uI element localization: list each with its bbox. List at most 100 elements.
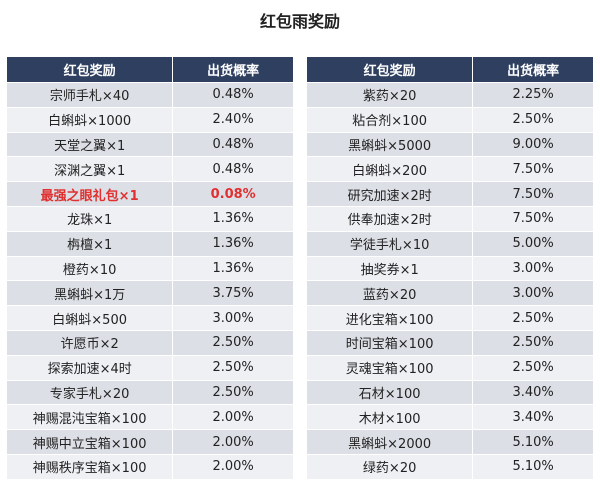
rate-cell: 2.50%: [172, 354, 294, 381]
table-row: 石材×100 3.40%: [305, 379, 594, 406]
header-rate: 出货概率: [472, 56, 594, 83]
reward-name-cell: 神赐中立宝箱×100: [5, 429, 174, 455]
table-row: 专家手札×20 2.50%: [5, 379, 294, 406]
reward-name-cell: 神赐混沌宝箱×100: [5, 404, 174, 431]
reward-name-cell: 宗师手札×40: [5, 82, 174, 108]
table-row: 蓝药×20 3.00%: [305, 280, 594, 307]
table-row: 学徒手札×10 5.00%: [305, 230, 594, 257]
reward-name-cell: 探索加速×4时: [5, 354, 174, 381]
table-row: 抽奖券×1 3.00%: [305, 255, 594, 282]
table-row: 黑蝌蚪×5000 9.00%: [305, 131, 594, 158]
table-row: 紫药×20 2.25%: [305, 82, 594, 108]
table-row: 深渊之翼×1 0.48%: [5, 156, 294, 183]
reward-name-cell: 时间宝箱×100: [305, 329, 474, 356]
rate-cell: 9.00%: [472, 131, 594, 158]
table-row: 最强之眼礼包×1 0.08%: [5, 181, 294, 207]
rate-cell: 3.00%: [472, 280, 594, 307]
reward-name-cell: 粘合剂×100: [305, 106, 474, 133]
table-row: 白蝌蚪×500 3.00%: [5, 305, 294, 331]
reward-name-cell: 蓝药×20: [305, 280, 474, 307]
table-row: 橙药×10 1.36%: [5, 255, 294, 282]
table-row: 栴檀×1 1.36%: [5, 230, 294, 257]
table-row: 黑蝌蚪×1万 3.75%: [5, 280, 294, 307]
table-row: 进化宝箱×100 2.50%: [305, 305, 594, 331]
rate-cell: 3.00%: [172, 305, 294, 331]
rate-cell: 2.00%: [172, 453, 294, 480]
rate-cell: 7.50%: [472, 181, 594, 207]
reward-table-left: 红包奖励 出货概率 宗师手札×40 0.48% 白蝌蚪×1000 2.40% 天堂之翼×…: [5, 56, 294, 480]
rate-cell: 3.75%: [172, 280, 294, 307]
rate-cell: 1.36%: [172, 255, 294, 282]
header-rate: 出货概率: [172, 56, 294, 83]
rate-cell: 2.50%: [172, 329, 294, 356]
reward-name-cell: 白蝌蚪×500: [5, 305, 174, 331]
rate-cell: 5.10%: [472, 453, 594, 480]
rate-cell: 5.10%: [472, 429, 594, 455]
rate-cell: 0.48%: [172, 82, 294, 108]
reward-name-cell: 石材×100: [305, 379, 474, 406]
table-row: 白蝌蚪×1000 2.40%: [5, 106, 294, 133]
table-row: 探索加速×4时 2.50%: [5, 354, 294, 381]
reward-name-cell: 专家手札×20: [5, 379, 174, 406]
table-row: 木材×100 3.40%: [305, 404, 594, 431]
table-row: 研究加速×2时 7.50%: [305, 181, 594, 207]
header-reward: 红包奖励: [5, 56, 174, 83]
rate-cell: 2.50%: [172, 379, 294, 406]
reward-name-cell: 神赐秩序宝箱×100: [5, 453, 174, 480]
rate-cell: 5.00%: [472, 230, 594, 257]
reward-table-right: 红包奖励 出货概率 紫药×20 2.25% 粘合剂×100 2.50% 黑蝌蚪×5000…: [305, 56, 594, 480]
rate-cell: 2.50%: [472, 106, 594, 133]
reward-name-cell: 深渊之翼×1: [5, 156, 174, 183]
rate-cell: 1.36%: [172, 205, 294, 232]
reward-name-cell: 学徒手札×10: [305, 230, 474, 257]
reward-name-cell: 栴檀×1: [5, 230, 174, 257]
rate-cell: 3.40%: [472, 404, 594, 431]
table-row: 宗师手札×40 0.48%: [5, 82, 294, 108]
reward-name-cell: 龙珠×1: [5, 205, 174, 232]
rate-cell: 2.00%: [172, 404, 294, 431]
table-row: 时间宝箱×100 2.50%: [305, 329, 594, 356]
table-row: 灵魂宝箱×100 2.50%: [305, 354, 594, 381]
table-row: 供奉加速×2时 7.50%: [305, 205, 594, 232]
rate-cell: 2.00%: [172, 429, 294, 455]
rate-cell: 0.48%: [172, 131, 294, 158]
reward-name-cell: 橙药×10: [5, 255, 174, 282]
reward-name-cell: 紫药×20: [305, 82, 474, 108]
table-row: 神赐混沌宝箱×100 2.00%: [5, 404, 294, 431]
reward-name-cell: 绿药×20: [305, 453, 474, 480]
reward-name-cell: 灵魂宝箱×100: [305, 354, 474, 381]
rate-cell: 2.50%: [472, 354, 594, 381]
reward-name-cell: 白蝌蚪×1000: [5, 106, 174, 133]
table-row: 天堂之翼×1 0.48%: [5, 131, 294, 158]
reward-name-cell: 黑蝌蚪×1万: [5, 280, 174, 307]
rate-cell: 0.08%: [172, 181, 294, 207]
reward-name-cell: 许愿币×2: [5, 329, 174, 356]
reward-name-cell: 进化宝箱×100: [305, 305, 474, 331]
table-row: 白蝌蚪×200 7.50%: [305, 156, 594, 183]
rate-cell: 2.40%: [172, 106, 294, 133]
reward-name-cell: 抽奖券×1: [305, 255, 474, 282]
rate-cell: 7.50%: [472, 156, 594, 183]
reward-name-cell: 黑蝌蚪×5000: [305, 131, 474, 158]
table-row: 神赐中立宝箱×100 2.00%: [5, 429, 294, 455]
rate-cell: 7.50%: [472, 205, 594, 232]
page-title: 红包雨奖励: [259, 12, 340, 31]
table-row: 许愿币×2 2.50%: [5, 329, 294, 356]
rate-cell: 0.48%: [172, 156, 294, 183]
table-row: 神赐秩序宝箱×100 2.00%: [5, 453, 294, 480]
rate-cell: 3.40%: [472, 379, 594, 406]
reward-name-cell: 供奉加速×2时: [305, 205, 474, 232]
rate-cell: 3.00%: [472, 255, 594, 282]
reward-name-cell: 黑蝌蚪×2000: [305, 429, 474, 455]
table-row: 龙珠×1 1.36%: [5, 205, 294, 232]
table-row: 黑蝌蚪×2000 5.10%: [305, 429, 594, 455]
reward-name-cell: 天堂之翼×1: [5, 131, 174, 158]
table-row: 粘合剂×100 2.50%: [305, 106, 594, 133]
reward-name-cell: 木材×100: [305, 404, 474, 431]
header-reward: 红包奖励: [305, 56, 474, 83]
rate-cell: 1.36%: [172, 230, 294, 257]
reward-name-cell: 白蝌蚪×200: [305, 156, 474, 183]
table-row: 绿药×20 5.10%: [305, 453, 594, 480]
rate-cell: 2.25%: [472, 82, 594, 108]
reward-name-cell: 最强之眼礼包×1: [5, 181, 174, 207]
